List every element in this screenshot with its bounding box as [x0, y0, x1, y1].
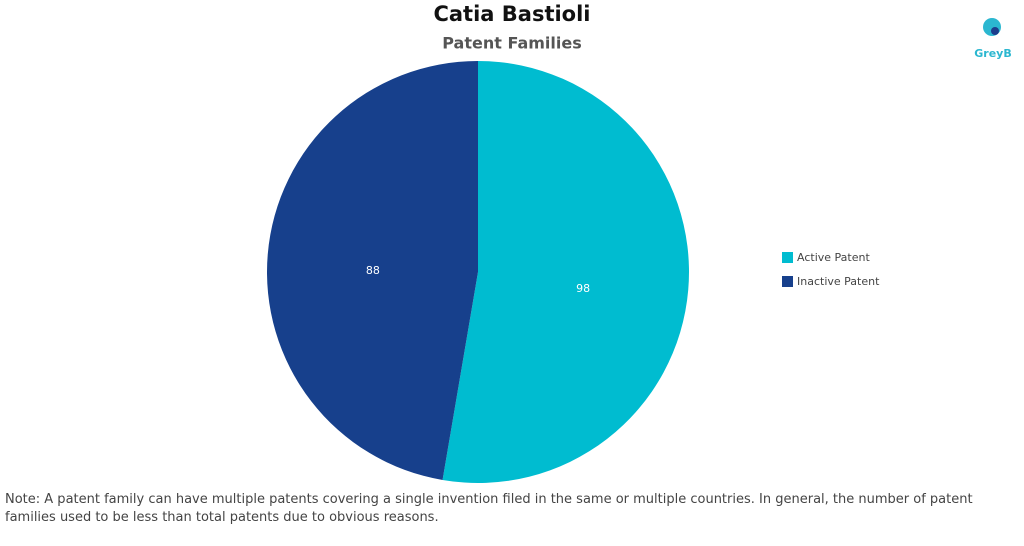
pie-slice [442, 61, 689, 483]
chart: Catia Bastioli Patent Families GreyB 98 8… [266, 2, 1012, 483]
data-label: 88 [366, 264, 380, 277]
chart-subtitle: Patent Families [442, 34, 582, 53]
legend-swatch [782, 276, 793, 287]
legend-label: Inactive Patent [797, 275, 880, 288]
logo-text: GreyB [974, 47, 1011, 60]
data-label: 98 [576, 282, 590, 295]
chart-title: Catia Bastioli [433, 2, 590, 26]
logo-icon [983, 18, 1001, 36]
pie-slice [266, 61, 478, 480]
legend-label: Active Patent [797, 251, 870, 264]
note: Note: A patent family can have multiple … [5, 492, 973, 525]
legend-swatch [782, 252, 793, 263]
